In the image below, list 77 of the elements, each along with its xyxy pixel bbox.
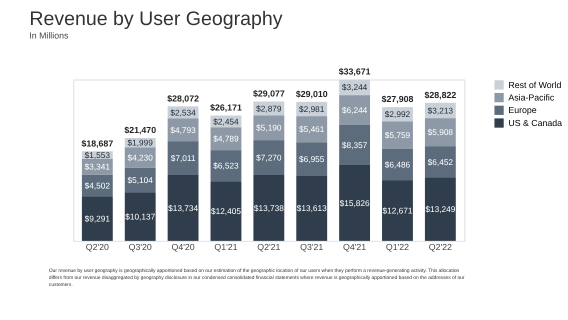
data-label: $5,190 xyxy=(256,122,282,133)
legend-label: Europe xyxy=(508,105,537,116)
bar xyxy=(424,146,456,178)
data-label: $8,357 xyxy=(342,140,368,150)
x-tick-label: Q3'20 xyxy=(128,242,152,252)
data-label: $1,999 xyxy=(128,138,154,148)
total-label: $26,171 xyxy=(210,102,242,113)
data-label: $13,613 xyxy=(296,203,328,214)
bar xyxy=(339,124,370,166)
bar xyxy=(296,176,328,241)
data-label: $12,405 xyxy=(210,206,242,216)
bar xyxy=(82,196,113,241)
data-label: $6,452 xyxy=(428,156,454,167)
data-label: $5,461 xyxy=(299,124,325,134)
bar xyxy=(382,180,413,241)
total-label: $27,908 xyxy=(382,94,414,104)
data-label: $3,244 xyxy=(342,82,368,92)
data-label: $1,553 xyxy=(84,150,110,160)
bar xyxy=(168,141,199,176)
legend-label: Rest of World xyxy=(508,80,562,90)
x-tick-label: Q4'20 xyxy=(172,242,195,252)
x-tick-label: Q2'21 xyxy=(257,242,281,252)
data-label: $13,738 xyxy=(254,202,284,213)
data-label: $7,270 xyxy=(256,152,282,163)
bar xyxy=(339,165,370,241)
x-tick-label: Q2'22 xyxy=(428,242,452,252)
bar xyxy=(253,175,284,241)
total-label: $28,822 xyxy=(424,90,456,100)
bar xyxy=(424,177,456,241)
x-tick-label: Q1'21 xyxy=(214,242,238,252)
data-label: $6,244 xyxy=(342,104,368,115)
legend-label: Asia-Pacific xyxy=(508,92,555,103)
x-tick-label: Q2'20 xyxy=(86,242,110,252)
data-label: $4,230 xyxy=(128,152,154,163)
data-label: $2,981 xyxy=(299,104,325,114)
bar xyxy=(253,140,284,176)
legend-label: US & Canada xyxy=(508,118,562,128)
total-label: $28,072 xyxy=(167,93,200,104)
x-tick-label: Q4'21 xyxy=(343,242,366,252)
data-label: $15,826 xyxy=(340,198,370,208)
data-label: $5,759 xyxy=(384,130,411,140)
chart-subtitle: In Millions xyxy=(29,30,69,40)
data-label: $10,137 xyxy=(125,211,156,222)
total-label: $33,671 xyxy=(338,66,371,77)
total-label: $18,687 xyxy=(81,138,114,148)
data-label: $3,341 xyxy=(84,162,110,172)
data-label: $5,908 xyxy=(428,127,454,138)
data-label: $4,793 xyxy=(170,124,196,135)
data-label: $12,671 xyxy=(382,205,413,216)
data-label: $4,789 xyxy=(213,134,240,144)
bar xyxy=(424,118,456,146)
data-label: $9,291 xyxy=(84,214,110,224)
data-label: $2,992 xyxy=(384,109,411,120)
data-label: $13,249 xyxy=(425,204,456,214)
chart-title: Revenue by User Geography xyxy=(29,8,283,30)
data-label: $2,454 xyxy=(213,116,240,126)
bar xyxy=(210,181,242,241)
x-tick-label: Q3'21 xyxy=(300,242,324,252)
total-label: $29,010 xyxy=(296,88,328,99)
data-label: $2,534 xyxy=(170,107,196,118)
bar xyxy=(168,175,199,241)
data-label: $6,955 xyxy=(299,154,325,164)
bar xyxy=(210,150,242,182)
total-label: $29,077 xyxy=(252,88,285,99)
data-label: $3,213 xyxy=(428,105,454,116)
data-label: $6,486 xyxy=(384,160,411,170)
data-label: $7,011 xyxy=(170,153,196,164)
data-label: $6,523 xyxy=(213,160,240,171)
total-label: $21,470 xyxy=(124,125,156,136)
bar xyxy=(124,192,156,241)
data-label: $4,502 xyxy=(84,180,110,190)
bar xyxy=(339,95,370,125)
bar xyxy=(382,149,413,180)
data-label: $5,104 xyxy=(128,174,154,185)
data-label: $2,879 xyxy=(256,103,282,114)
x-tick-label: Q1'22 xyxy=(386,242,410,252)
data-label: $13,734 xyxy=(168,202,198,213)
